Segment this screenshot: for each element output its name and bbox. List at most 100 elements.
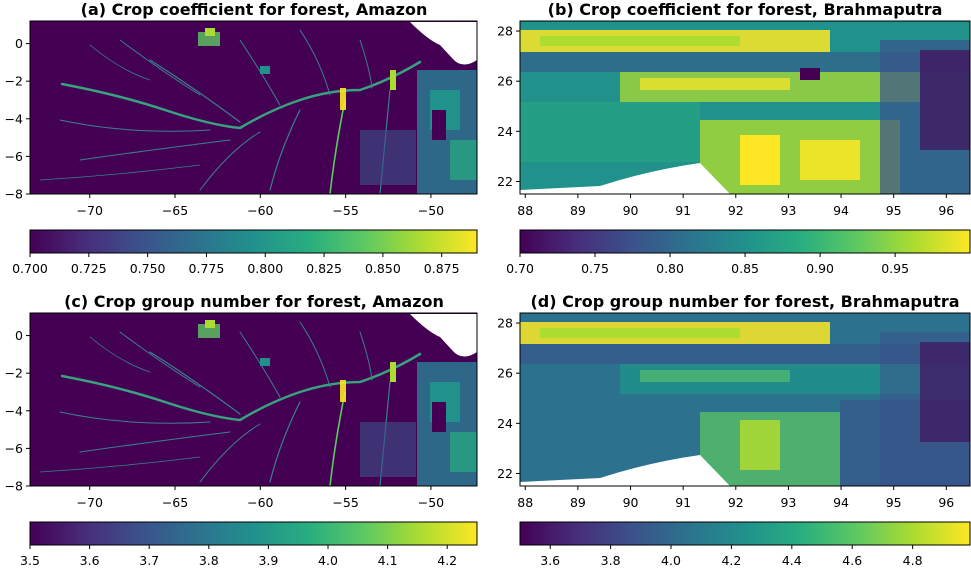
panel-a-title: (a) Crop coefficient for forest, Amazon [81,0,428,19]
x-tick-label: 89 [570,203,586,218]
y-tick-label: 28 [497,316,513,331]
x-tick-label: −60 [247,203,273,218]
colorbar-tick-label: 0.750 [130,261,166,276]
colorbar-tick-label: 0.725 [71,261,107,276]
colorbar-tick-label: 0.850 [365,261,401,276]
x-tick-label: −65 [162,203,188,218]
panel-b-colorbar: 0.70 0.75 0.80 0.85 0.90 0.95 [506,229,971,276]
colorbar-tick-label: 0.825 [306,261,342,276]
panel-b-title: (b) Crop coefficient for forest, Brahmap… [548,0,943,19]
eastern-region [360,22,477,194]
x-tick-label: 89 [570,495,586,510]
colorbar-tick-label: 3.9 [258,553,278,567]
colorbar-tick-label: 4.2 [437,553,457,567]
colorbar-tick-label: 0.85 [731,261,759,276]
x-tick-label: 88 [517,495,533,510]
panel-d-title: (d) Crop group number for forest, Brahma… [530,292,959,311]
panel-c-colorbar: 3.5 3.6 3.7 3.8 3.9 4.0 4.1 4.2 [20,521,478,568]
x-tick-label: 91 [675,203,691,218]
colorbar-tick-label: 0.775 [189,261,225,276]
y-tick-label: −8 [5,187,23,202]
panel-d-colorbar: 3.6 3.8 4.0 4.2 4.4 4.6 4.8 [519,521,971,568]
x-tick-label: −50 [418,495,444,510]
panel-a-y-axis: 0 −2 −4 −6 −8 [5,36,30,202]
panel-b-x-axis: 88 89 90 91 92 93 94 95 96 [517,194,954,218]
x-tick-label: 91 [675,495,691,510]
colorbar-tick-label: 4.2 [721,553,741,567]
colorbar-tick-label: 4.8 [903,553,923,567]
x-tick-label: 92 [728,495,744,510]
colorbar-tick-label: 3.8 [199,553,219,567]
y-tick-label: 0 [15,328,23,343]
x-tick-label: 94 [833,203,849,218]
panel-d: (d) Crop group number for forest, Brahma… [497,292,971,568]
colorbar-tick-label: 4.1 [378,553,398,567]
panel-a: (a) Crop coefficient for forest, Amazon [5,0,478,276]
panel-c-title: (c) Crop group number for forest, Amazon [64,292,444,311]
colorbar-tick-label: 0.95 [881,261,909,276]
y-tick-label: 28 [497,24,513,39]
panel-a-x-axis: −70 −65 −60 −55 −50 [77,194,444,218]
x-tick-label: −70 [77,495,103,510]
y-tick-label: 22 [497,174,513,189]
x-tick-label: 94 [833,495,849,510]
y-tick-label: −8 [5,479,23,494]
y-tick-label: −2 [5,366,23,381]
x-tick-label: 90 [623,495,639,510]
x-tick-label: −50 [418,203,444,218]
panel-a-colorbar: 0.700 0.725 0.750 0.775 0.800 0.825 0.850 0.875 [12,229,478,276]
y-tick-label: 24 [497,416,513,431]
y-tick-label: 26 [497,74,513,89]
colorbar-tick-label: 4.6 [842,553,862,567]
y-tick-label: 24 [497,124,513,139]
x-tick-label: −65 [162,495,188,510]
x-tick-label: −70 [77,203,103,218]
colorbar-tick-label: 4.0 [318,553,338,567]
colorbar-tick-label: 0.80 [656,261,684,276]
colorbar-tick-label: 3.5 [20,553,40,567]
terrain-bands [520,30,970,194]
x-tick-label: 93 [780,495,796,510]
x-tick-label: −60 [247,495,273,510]
x-tick-label: 92 [728,203,744,218]
panel-c: (c) Crop group number for forest, Amazon [5,292,478,568]
panel-d-x-axis: 88 89 90 91 92 93 94 95 96 [517,486,954,510]
panel-c-y-axis: 0 −2 −4 −6 −8 [5,328,30,494]
colorbar-tick-label: 0.800 [247,261,283,276]
colorbar-tick-label: 3.6 [80,553,100,567]
y-tick-label: −6 [5,149,23,164]
y-tick-label: −6 [5,441,23,456]
colorbar-tick-label: 0.90 [806,261,834,276]
y-tick-label: −4 [5,111,23,126]
colorbar-tick-label: 0.700 [12,261,48,276]
x-tick-label: 96 [938,495,954,510]
colorbar-tick-label: 3.8 [601,553,621,567]
bright-patches [198,320,396,402]
y-tick-label: −4 [5,403,23,418]
x-tick-label: −55 [332,495,358,510]
eastern-region [360,314,477,486]
colorbar-tick-label: 0.70 [506,261,534,276]
panel-b: (b) Crop coefficient for forest, Brahmap… [497,0,971,276]
colorbar-tick-label: 3.6 [540,553,560,567]
panel-d-map [519,312,971,487]
panel-d-y-axis: 28 26 24 22 [497,316,520,481]
bright-patches [198,28,396,110]
panel-b-map [519,20,971,195]
river-network [39,321,422,487]
x-tick-label: 88 [517,203,533,218]
x-tick-label: −55 [332,203,358,218]
colorbar-tick-label: 0.875 [424,261,460,276]
panel-b-y-axis: 28 26 24 22 [497,24,520,189]
x-tick-label: 95 [886,203,902,218]
y-tick-label: −2 [5,74,23,89]
y-tick-label: 26 [497,366,513,381]
colorbar-tick-label: 4.0 [661,553,681,567]
y-tick-label: 22 [497,466,513,481]
y-tick-label: 0 [15,36,23,51]
panel-c-x-axis: −70 −65 −60 −55 −50 [77,486,444,510]
panel-a-map [29,20,478,195]
x-tick-label: 96 [938,203,954,218]
colorbar-tick-label: 3.7 [139,553,159,567]
colorbar-tick-label: 0.75 [581,261,609,276]
